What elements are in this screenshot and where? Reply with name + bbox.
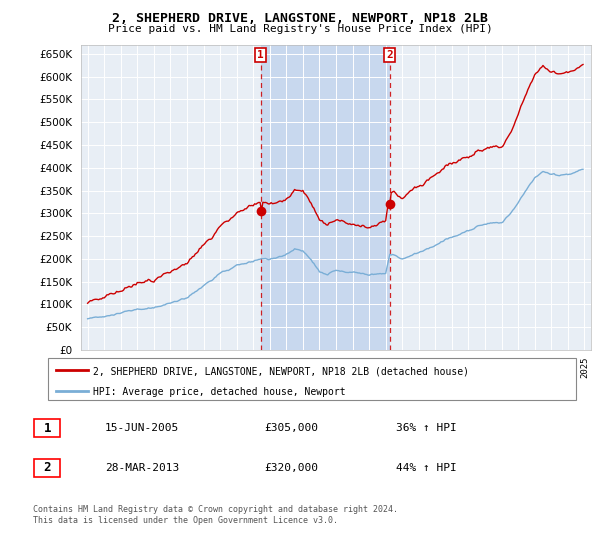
- Text: Price paid vs. HM Land Registry's House Price Index (HPI): Price paid vs. HM Land Registry's House …: [107, 24, 493, 34]
- Text: 2: 2: [44, 461, 51, 474]
- Text: £320,000: £320,000: [264, 463, 318, 473]
- Text: 2: 2: [386, 50, 393, 60]
- Text: HPI: Average price, detached house, Newport: HPI: Average price, detached house, Newp…: [93, 387, 346, 397]
- Text: Contains HM Land Registry data © Crown copyright and database right 2024.
This d: Contains HM Land Registry data © Crown c…: [33, 505, 398, 525]
- Text: 1: 1: [44, 422, 51, 435]
- Text: £305,000: £305,000: [264, 423, 318, 433]
- Text: 36% ↑ HPI: 36% ↑ HPI: [396, 423, 457, 433]
- Text: 28-MAR-2013: 28-MAR-2013: [105, 463, 179, 473]
- Bar: [261, 45, 389, 350]
- Text: 15-JUN-2005: 15-JUN-2005: [105, 423, 179, 433]
- Text: 2, SHEPHERD DRIVE, LANGSTONE, NEWPORT, NP18 2LB (detached house): 2, SHEPHERD DRIVE, LANGSTONE, NEWPORT, N…: [93, 366, 469, 376]
- Text: 1: 1: [257, 50, 264, 60]
- Text: 44% ↑ HPI: 44% ↑ HPI: [396, 463, 457, 473]
- Text: 2, SHEPHERD DRIVE, LANGSTONE, NEWPORT, NP18 2LB: 2, SHEPHERD DRIVE, LANGSTONE, NEWPORT, N…: [112, 12, 488, 25]
